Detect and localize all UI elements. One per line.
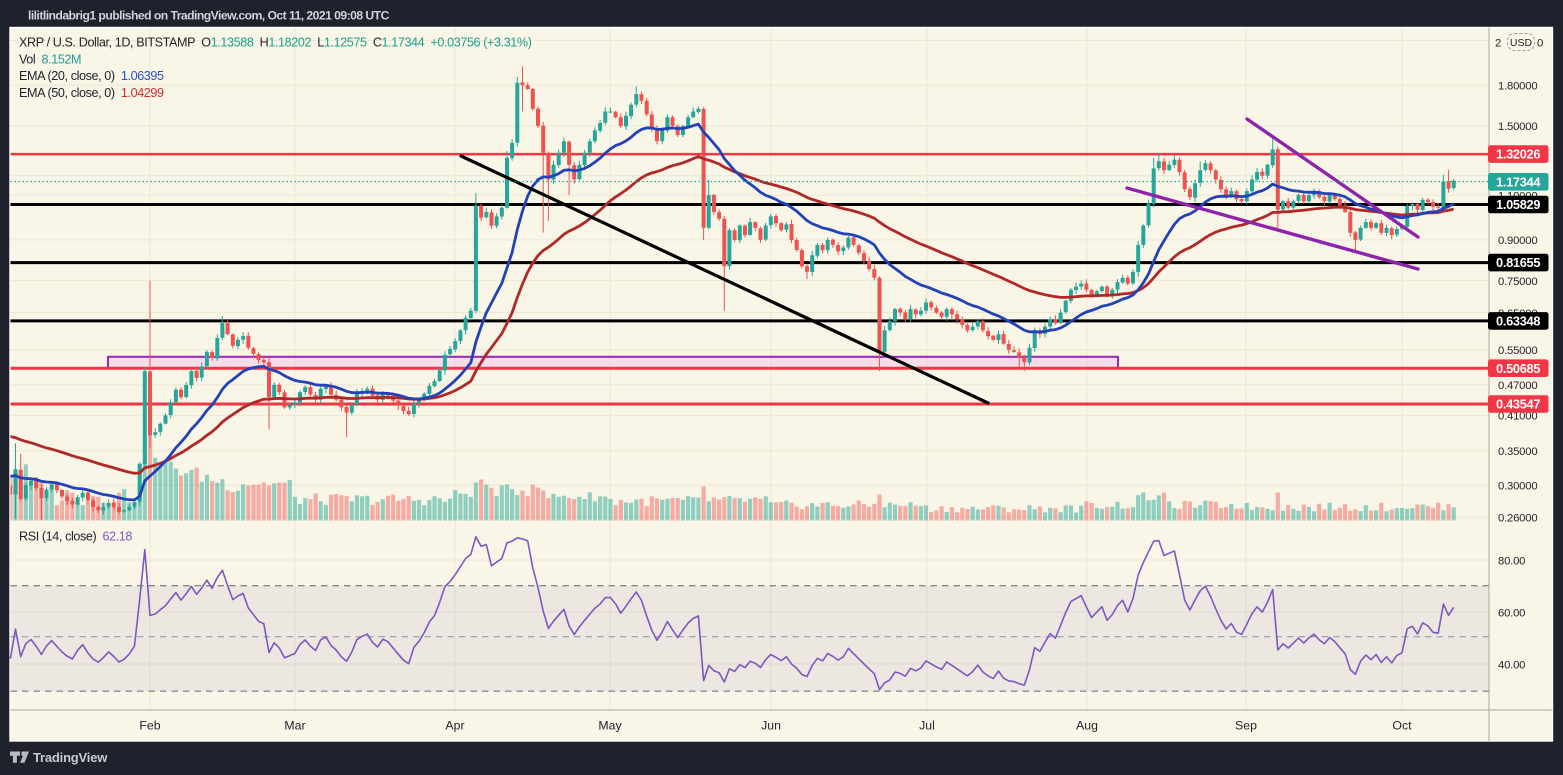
svg-text:RSI (14, close) 62.18: RSI (14, close) 62.18 [19,530,132,544]
svg-text:TradingView: TradingView [33,750,108,765]
svg-text:0.90000: 0.90000 [1498,235,1537,247]
svg-text:0.81655: 0.81655 [1496,255,1540,270]
svg-text:0.43547: 0.43547 [1496,397,1540,412]
svg-text:Sep: Sep [1235,719,1257,733]
svg-text:EMA (50, close, 0) 1.04299: EMA (50, close, 0) 1.04299 [19,86,164,100]
svg-text:80.00: 80.00 [1498,555,1525,567]
svg-text:1.32026: 1.32026 [1496,147,1540,162]
svg-text:0.26000: 0.26000 [1498,512,1537,524]
svg-text:0.35000: 0.35000 [1498,446,1537,458]
svg-text:Apr: Apr [445,719,464,733]
svg-text:0.75000: 0.75000 [1498,276,1537,288]
svg-text:40.00: 40.00 [1498,659,1525,671]
svg-text:Oct: Oct [1392,719,1412,733]
svg-text:Aug: Aug [1076,719,1098,733]
svg-text:0.30000: 0.30000 [1498,480,1537,492]
svg-text:2: 2 [1495,38,1501,50]
svg-text:May: May [598,719,622,733]
svg-text:0.50685: 0.50685 [1496,361,1540,376]
svg-text:60.00: 60.00 [1498,607,1525,619]
svg-text:Jun: Jun [761,719,781,733]
svg-text:0.55000: 0.55000 [1498,345,1537,357]
svg-text:Jul: Jul [919,719,935,733]
svg-text:EMA (20, close, 0) 1.06395: EMA (20, close, 0) 1.06395 [19,69,164,83]
svg-text:lilitlindabrig1 published on T: lilitlindabrig1 published on TradingView… [28,9,390,23]
svg-text:XRP / U.S. Dollar, 1D, BITSTAM: XRP / U.S. Dollar, 1D, BITSTAMP O1.13588… [19,36,532,50]
svg-text:0.47000: 0.47000 [1498,380,1537,392]
svg-text:Vol 8.152M: Vol 8.152M [19,53,81,67]
svg-text:1.50000: 1.50000 [1498,121,1537,133]
svg-text:1.17344: 1.17344 [1496,174,1541,189]
svg-text:USD: USD [1510,37,1533,49]
svg-text:Mar: Mar [284,719,305,733]
svg-text:1.05829: 1.05829 [1496,197,1540,212]
svg-text:1.80000: 1.80000 [1498,81,1537,93]
svg-text:Feb: Feb [139,719,160,733]
svg-text:0.41000: 0.41000 [1498,411,1537,423]
svg-text:0: 0 [1537,38,1543,50]
svg-text:0.63348: 0.63348 [1496,314,1540,329]
